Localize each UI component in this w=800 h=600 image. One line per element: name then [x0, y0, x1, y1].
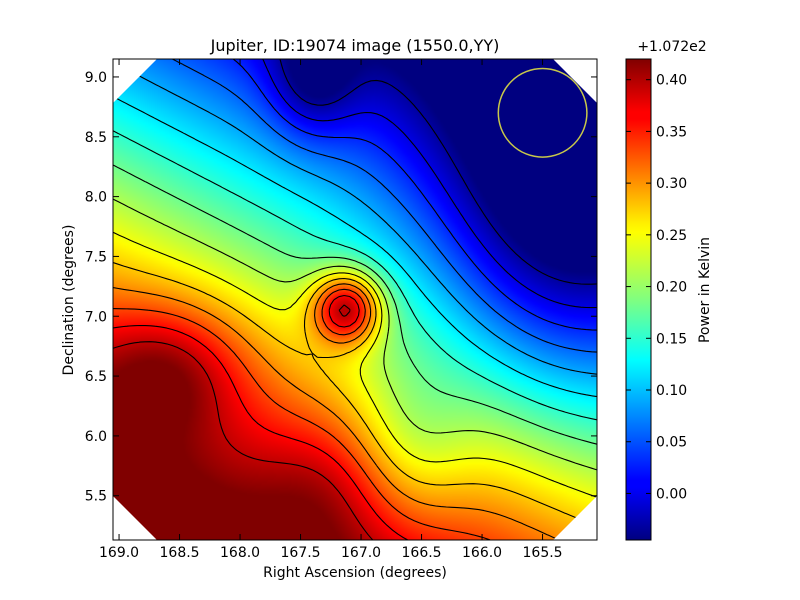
- colorbar-tick-label: 0.35: [656, 124, 687, 140]
- colorbar-tick-label: 0.05: [656, 435, 687, 451]
- y-axis: 5.5 6.0 6.5 7.0 7.5 8.0 8.5 9.0: [85, 70, 597, 505]
- colorbar: 0.00 0.05 0.10 0.15 0.20 0.25 0.30 0.35 0.40 +1.…: [625, 39, 713, 541]
- x-tick-label: 167.0: [341, 545, 381, 561]
- x-axis: 169.0 168.5 168.0 167.5 167.0 166.5 166.0 165.5: [99, 59, 563, 561]
- colorbar-tick-label: 0.10: [656, 383, 687, 399]
- x-tick-label: 169.0: [99, 545, 139, 561]
- y-tick-label: 7.5: [85, 249, 107, 265]
- y-tick-label: 7.0: [85, 309, 107, 325]
- x-tick-label: 168.5: [160, 545, 200, 561]
- colorbar-gradient: [625, 58, 652, 541]
- colorbar-tick-label: 0.40: [656, 73, 687, 89]
- contour-level-3: [172, 59, 597, 353]
- y-tick-label: 5.5: [85, 489, 107, 505]
- beam-circle: [497, 67, 588, 158]
- plot-area: [112, 58, 598, 541]
- y-tick-label: 8.0: [85, 190, 107, 206]
- colorbar-label: Power in Kelvin: [697, 237, 713, 343]
- y-axis-label: Declination (degrees): [61, 225, 77, 376]
- contour-level-7: [113, 164, 597, 445]
- colorbar-tick-label: 0.30: [656, 176, 687, 192]
- colorbar-tick-label: 0.25: [656, 228, 687, 244]
- y-tick-label: 9.0: [85, 70, 107, 86]
- contour-level-14: [113, 304, 374, 540]
- contour-level-1: [262, 59, 597, 309]
- colorbar-ticks: 0.00 0.05 0.10 0.15 0.20 0.25 0.30 0.35 0.40: [626, 73, 687, 502]
- y-tick-label: 6.5: [85, 369, 107, 385]
- x-tick-label: 167.5: [281, 545, 321, 561]
- contour-level-11: [113, 283, 560, 540]
- plot-frame: [112, 58, 598, 541]
- contour-lines: [113, 59, 597, 540]
- colorbar-offset-label: +1.072e2: [637, 39, 706, 55]
- contour-level-8: [113, 198, 597, 471]
- corner-mask-bottom-right: [553, 496, 597, 540]
- corner-mask-top-left: [113, 59, 157, 103]
- contour-level-10: [113, 261, 597, 527]
- contour-level-9: [113, 231, 597, 498]
- corner-mask-bottom-left: [113, 496, 157, 540]
- chart-title: Jupiter, ID:19074 image (1550.0,YY): [210, 36, 500, 55]
- x-axis-label: Right Ascension (degrees): [263, 565, 447, 581]
- colorbar-tick-label: 0.00: [656, 486, 687, 502]
- colorbar-tick-label: 0.15: [656, 331, 687, 347]
- contour-level-2: [232, 59, 597, 331]
- contour-level-0: [279, 59, 597, 285]
- contour-level-12: [113, 288, 491, 540]
- contour-level-13: [113, 294, 409, 540]
- y-tick-label: 6.0: [85, 429, 107, 445]
- x-tick-label: 168.0: [220, 545, 260, 561]
- colorbar-tick-label: 0.20: [656, 280, 687, 296]
- x-tick-label: 166.5: [402, 545, 442, 561]
- y-tick-label: 8.5: [85, 130, 107, 146]
- x-tick-label: 165.5: [523, 545, 563, 561]
- x-tick-label: 166.0: [462, 545, 502, 561]
- contour-level-6: [113, 130, 597, 421]
- corner-mask-top-right: [553, 59, 597, 103]
